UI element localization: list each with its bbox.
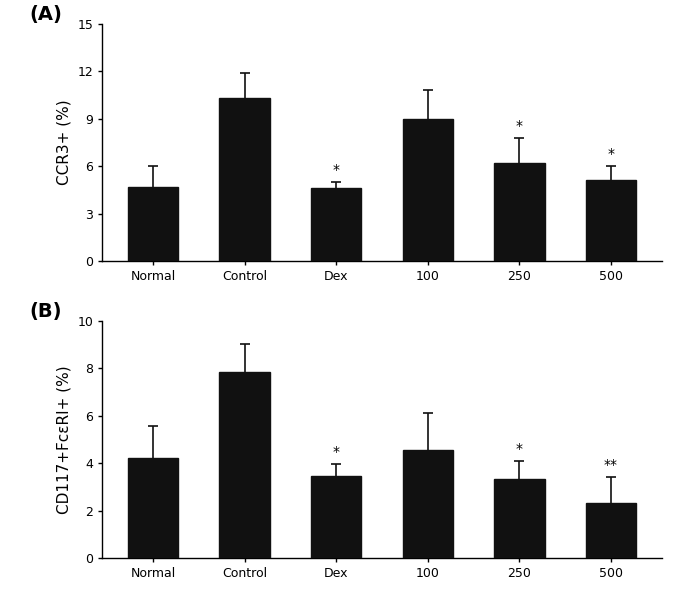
Bar: [494, 163, 544, 261]
Text: *: *: [516, 119, 523, 133]
Bar: [494, 479, 544, 558]
Bar: [128, 187, 178, 261]
Text: *: *: [333, 163, 340, 177]
Y-axis label: CD117+FcεRI+ (%): CD117+FcεRI+ (%): [57, 365, 72, 514]
Bar: [220, 372, 269, 558]
Y-axis label: CCR3+ (%): CCR3+ (%): [57, 100, 72, 185]
Text: (A): (A): [29, 5, 63, 24]
Bar: [311, 476, 361, 558]
Bar: [311, 188, 361, 261]
Bar: [220, 98, 269, 261]
Text: **: **: [604, 458, 618, 472]
Bar: [586, 503, 636, 558]
Bar: [402, 450, 453, 558]
Bar: [402, 119, 453, 261]
Bar: [128, 458, 178, 558]
Text: (B): (B): [29, 302, 62, 321]
Text: *: *: [516, 442, 523, 455]
Text: *: *: [608, 147, 614, 161]
Text: *: *: [333, 445, 340, 459]
Bar: [586, 181, 636, 261]
